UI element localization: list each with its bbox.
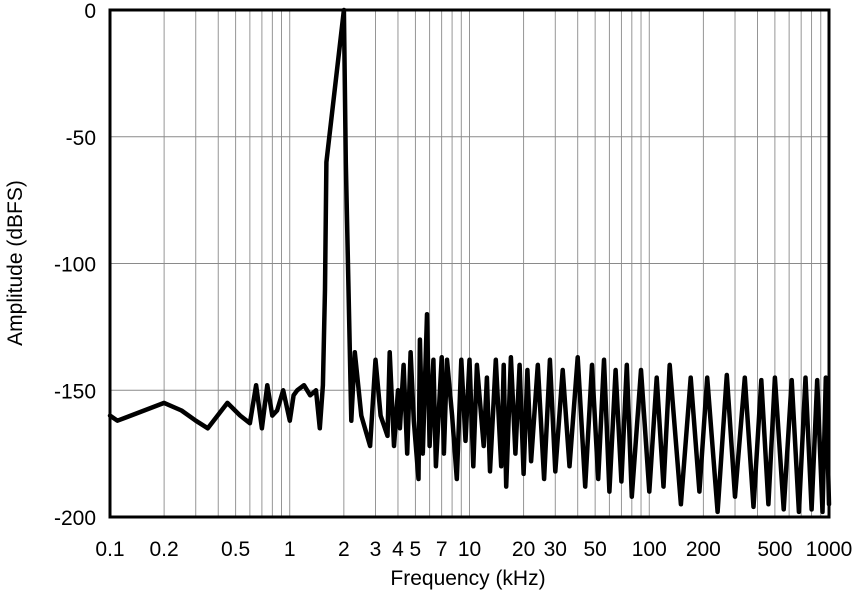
- y-axis-title: Amplitude (dBFS): [4, 180, 27, 346]
- x-tick-label: 0.5: [221, 538, 250, 561]
- x-tick-label: 5: [410, 538, 422, 561]
- x-axis-title: Frequency (kHz): [390, 567, 545, 590]
- y-tick-label: -100: [54, 254, 96, 277]
- y-tick-label: -50: [66, 127, 96, 150]
- x-tick-label: 500: [757, 538, 792, 561]
- x-tick-label: 30: [544, 538, 567, 561]
- y-tick-labels: 0 -50 -100 -150 -200: [54, 0, 96, 530]
- x-tick-label: 7: [436, 538, 448, 561]
- x-tick-label: 20: [512, 538, 535, 561]
- x-tick-label: 50: [583, 538, 606, 561]
- y-tick-label: -200: [54, 507, 96, 530]
- spectrum-line: [107, 7, 832, 515]
- x-tick-label: 1000: [806, 538, 853, 561]
- x-tick-label: 4: [392, 538, 404, 561]
- x-tick-label: 200: [686, 538, 721, 561]
- series-layer: [107, 7, 832, 515]
- x-tick-label: 0.2: [150, 538, 179, 561]
- x-tick-label: 0.1: [95, 538, 124, 561]
- x-tick-label: 3: [370, 538, 382, 561]
- y-tick-label: -150: [54, 380, 96, 403]
- plot-border: [108, 8, 831, 519]
- x-tick-label: 1: [284, 538, 296, 561]
- x-tick-labels: 0.1 0.2 0.5 1 2 3 4 5 7 10 20 30 50 100 200 500 1000: [95, 538, 852, 561]
- x-tick-label: 10: [458, 538, 481, 561]
- y-tick-label: 0: [84, 0, 96, 23]
- plot-frame: [108, 8, 831, 519]
- x-tick-label: 2: [338, 538, 350, 561]
- x-tick-label: 100: [632, 538, 667, 561]
